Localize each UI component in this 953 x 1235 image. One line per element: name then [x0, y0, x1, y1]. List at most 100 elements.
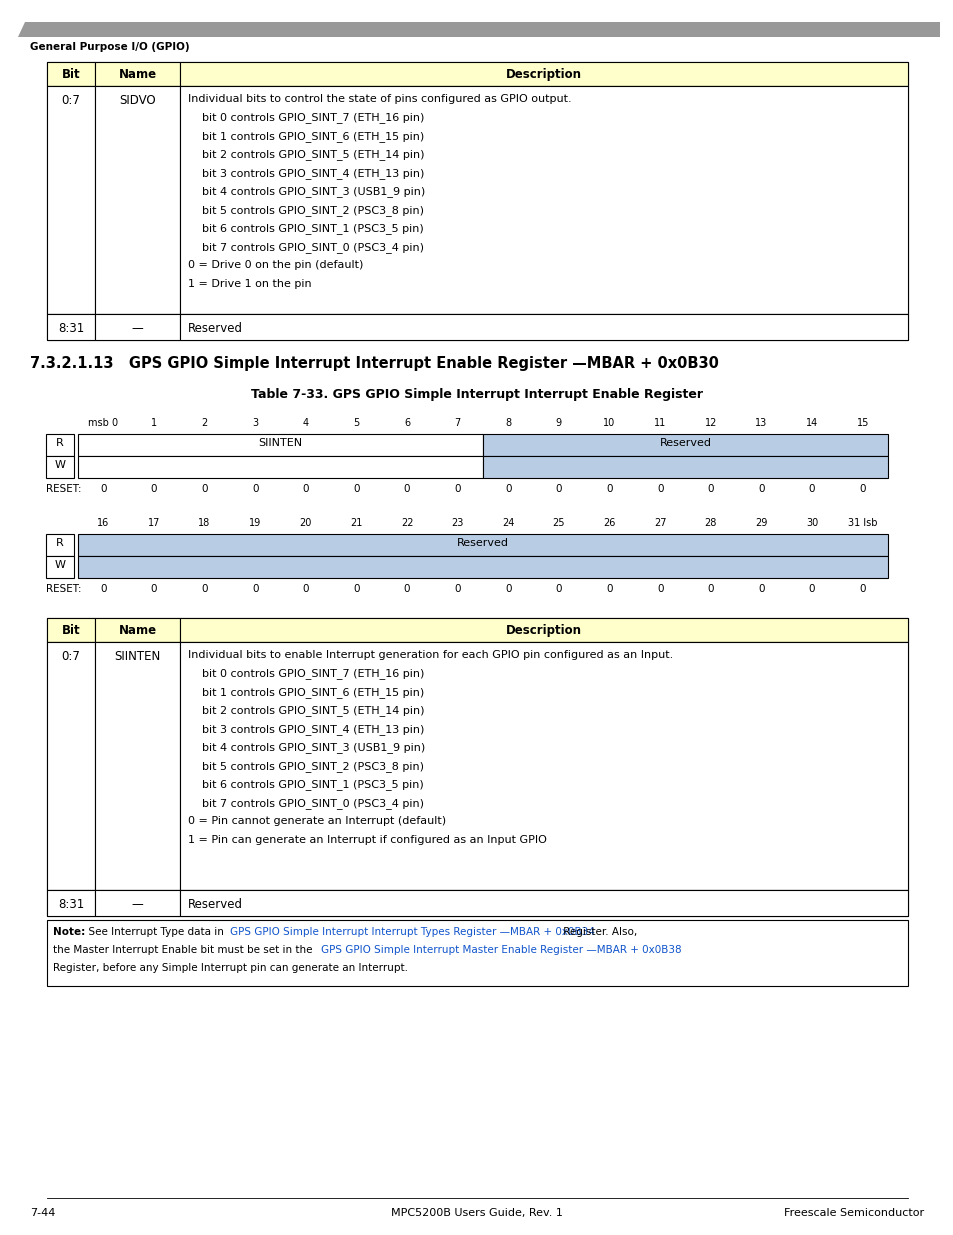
- Bar: [95, 618, 180, 642]
- Bar: [95, 86, 180, 314]
- Text: 12: 12: [704, 417, 717, 429]
- Text: Individual bits to control the state of pins configured as GPIO output.: Individual bits to control the state of …: [188, 94, 571, 104]
- Text: Bit: Bit: [62, 624, 80, 637]
- Bar: [95, 890, 180, 916]
- Text: MPC5200B Users Guide, Rev. 1: MPC5200B Users Guide, Rev. 1: [391, 1208, 562, 1218]
- Text: bit 5 controls GPIO_SINT_2 (PSC3_8 pin): bit 5 controls GPIO_SINT_2 (PSC3_8 pin): [188, 761, 423, 772]
- Text: 0: 0: [555, 484, 561, 494]
- Text: bit 0 controls GPIO_SINT_7 (ETH_16 pin): bit 0 controls GPIO_SINT_7 (ETH_16 pin): [188, 112, 424, 124]
- Text: 0: 0: [353, 484, 359, 494]
- Bar: [47, 62, 907, 86]
- Text: bit 3 controls GPIO_SINT_4 (ETH_13 pin): bit 3 controls GPIO_SINT_4 (ETH_13 pin): [188, 168, 424, 179]
- Text: Description: Description: [505, 624, 581, 637]
- Text: 7: 7: [454, 417, 460, 429]
- Text: 0: 0: [403, 484, 410, 494]
- Text: bit 7 controls GPIO_SINT_0 (PSC3_4 pin): bit 7 controls GPIO_SINT_0 (PSC3_4 pin): [188, 242, 423, 253]
- Bar: [78, 556, 887, 578]
- Text: GPS GPIO Simple Interrupt Master Enable Register —MBAR + 0x0B38: GPS GPIO Simple Interrupt Master Enable …: [320, 945, 680, 955]
- Text: SIINTEN: SIINTEN: [114, 650, 160, 663]
- Bar: [180, 618, 907, 642]
- Text: 0: 0: [859, 584, 865, 594]
- Text: 0 = Drive 0 on the pin (default): 0 = Drive 0 on the pin (default): [188, 261, 363, 270]
- Text: 0 = Pin cannot generate an Interrupt (default): 0 = Pin cannot generate an Interrupt (de…: [188, 816, 446, 826]
- Bar: [95, 314, 180, 340]
- Text: 19: 19: [249, 517, 261, 529]
- Text: 0: 0: [454, 584, 460, 594]
- Text: Individual bits to enable Interrupt generation for each GPIO pin configured as a: Individual bits to enable Interrupt gene…: [188, 650, 673, 659]
- Bar: [47, 618, 95, 642]
- Bar: [180, 890, 907, 916]
- Bar: [47, 314, 95, 340]
- Text: Table 7-33. GPS GPIO Simple Interrupt Interrupt Enable Register: Table 7-33. GPS GPIO Simple Interrupt In…: [251, 388, 702, 401]
- Text: 15: 15: [856, 417, 868, 429]
- Text: 29: 29: [755, 517, 767, 529]
- Bar: [46, 556, 74, 578]
- Text: bit 4 controls GPIO_SINT_3 (USB1_9 pin): bit 4 controls GPIO_SINT_3 (USB1_9 pin): [188, 742, 425, 753]
- Text: bit 5 controls GPIO_SINT_2 (PSC3_8 pin): bit 5 controls GPIO_SINT_2 (PSC3_8 pin): [188, 205, 423, 216]
- Text: 14: 14: [805, 417, 818, 429]
- Text: 8:31: 8:31: [58, 322, 84, 335]
- Text: bit 2 controls GPIO_SINT_5 (ETH_14 pin): bit 2 controls GPIO_SINT_5 (ETH_14 pin): [188, 705, 424, 716]
- Bar: [482, 456, 887, 478]
- Text: 0: 0: [555, 584, 561, 594]
- Bar: [47, 890, 95, 916]
- Text: 0: 0: [606, 484, 612, 494]
- Text: 0: 0: [504, 584, 511, 594]
- Text: Register. Also,: Register. Also,: [559, 927, 637, 937]
- Text: 0: 0: [403, 584, 410, 594]
- Text: 20: 20: [299, 517, 312, 529]
- Bar: [47, 62, 95, 86]
- Text: 0: 0: [859, 484, 865, 494]
- Text: 0: 0: [201, 484, 208, 494]
- Text: 4: 4: [302, 417, 309, 429]
- Text: 0: 0: [808, 584, 815, 594]
- Text: Note:: Note:: [53, 927, 85, 937]
- Text: 2: 2: [201, 417, 208, 429]
- Text: 0: 0: [302, 584, 309, 594]
- Text: 6: 6: [403, 417, 410, 429]
- Text: 9: 9: [556, 417, 561, 429]
- Bar: [47, 642, 95, 890]
- Text: 0: 0: [758, 584, 764, 594]
- Text: W: W: [54, 459, 66, 471]
- Text: 7.3.2.1.13   GPS GPIO Simple Interrupt Interrupt Enable Register —MBAR + 0x0B30: 7.3.2.1.13 GPS GPIO Simple Interrupt Int…: [30, 356, 719, 370]
- Text: 30: 30: [805, 517, 818, 529]
- Text: bit 4 controls GPIO_SINT_3 (USB1_9 pin): bit 4 controls GPIO_SINT_3 (USB1_9 pin): [188, 186, 425, 198]
- Bar: [78, 534, 887, 556]
- Text: 17: 17: [148, 517, 160, 529]
- Text: 13: 13: [755, 417, 767, 429]
- Text: 0:7: 0:7: [62, 650, 80, 663]
- Text: See Interrupt Type data in: See Interrupt Type data in: [82, 927, 227, 937]
- Bar: [95, 642, 180, 890]
- Text: Name: Name: [118, 68, 156, 82]
- Text: RESET:: RESET:: [46, 484, 81, 494]
- Text: bit 6 controls GPIO_SINT_1 (PSC3_5 pin): bit 6 controls GPIO_SINT_1 (PSC3_5 pin): [188, 779, 423, 790]
- Bar: [47, 86, 907, 314]
- Text: 1 = Drive 1 on the pin: 1 = Drive 1 on the pin: [188, 279, 312, 289]
- Text: 11: 11: [654, 417, 665, 429]
- Text: 8: 8: [505, 417, 511, 429]
- Bar: [180, 62, 907, 86]
- Text: —: —: [132, 898, 143, 911]
- Bar: [47, 86, 95, 314]
- Text: 31 lsb: 31 lsb: [847, 517, 877, 529]
- Text: 0: 0: [657, 484, 662, 494]
- Bar: [46, 534, 74, 556]
- Text: GPS GPIO Simple Interrupt Interrupt Types Register —MBAR + 0x0B34: GPS GPIO Simple Interrupt Interrupt Type…: [230, 927, 595, 937]
- Text: Reserved: Reserved: [188, 898, 243, 911]
- Text: 0: 0: [353, 584, 359, 594]
- Text: bit 0 controls GPIO_SINT_7 (ETH_16 pin): bit 0 controls GPIO_SINT_7 (ETH_16 pin): [188, 668, 424, 679]
- Text: RESET:: RESET:: [46, 584, 81, 594]
- Bar: [47, 890, 907, 916]
- Text: bit 7 controls GPIO_SINT_0 (PSC3_4 pin): bit 7 controls GPIO_SINT_0 (PSC3_4 pin): [188, 798, 423, 809]
- Bar: [46, 456, 74, 478]
- Bar: [180, 314, 907, 340]
- Text: 3: 3: [252, 417, 258, 429]
- Text: bit 3 controls GPIO_SINT_4 (ETH_13 pin): bit 3 controls GPIO_SINT_4 (ETH_13 pin): [188, 724, 424, 735]
- Text: 0: 0: [100, 584, 107, 594]
- Text: 0: 0: [758, 484, 764, 494]
- Polygon shape: [18, 22, 939, 37]
- Text: 1 = Pin can generate an Interrupt if configured as an Input GPIO: 1 = Pin can generate an Interrupt if con…: [188, 835, 546, 845]
- Bar: [180, 86, 907, 314]
- Bar: [47, 618, 907, 642]
